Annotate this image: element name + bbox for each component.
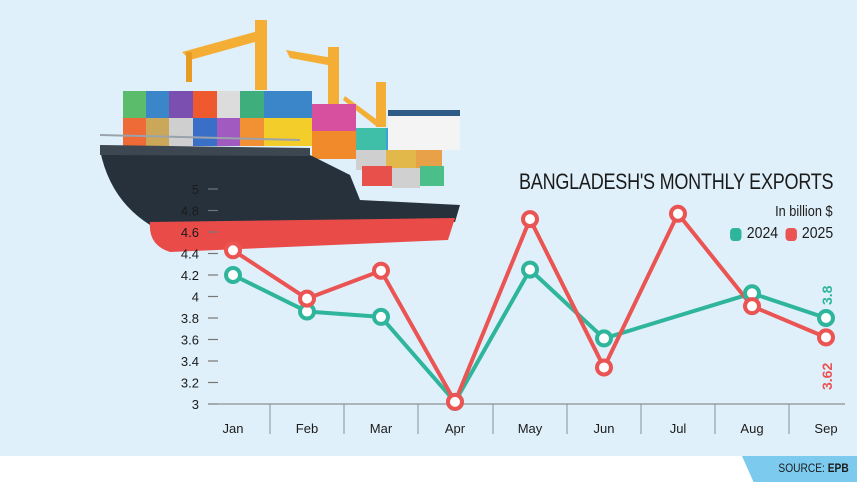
- series-lines: [224, 204, 835, 411]
- x-tick-label: Aug: [740, 421, 763, 436]
- legend-swatch-2025: [784, 227, 797, 241]
- data-point-2025: [298, 289, 316, 308]
- y-tick-label: 3.6: [181, 333, 199, 348]
- y-tick-label: 4: [192, 290, 199, 305]
- legend-item-2025: 2025: [784, 225, 833, 243]
- data-point-2025: [595, 358, 613, 377]
- source-text: SOURCE: EPB: [779, 461, 849, 475]
- data-point-2024: [521, 260, 539, 279]
- legend-swatch-2024: [729, 227, 742, 241]
- x-tick-label: Jun: [594, 421, 615, 436]
- y-tick-label: 3.8: [181, 311, 199, 326]
- cargo-ship-illustration: [99, 20, 460, 252]
- chart-title: BANGLADESH'S MONTHLY EXPORTS: [518, 169, 834, 194]
- x-tick-label: Jan: [223, 421, 244, 436]
- data-point-2025: [521, 210, 539, 229]
- y-tick-label: 4.2: [181, 268, 199, 283]
- data-point-2025: [743, 297, 761, 316]
- x-axis: Jan Feb Mar Apr May Jun Jul Aug Sep: [208, 403, 845, 436]
- x-tick-label: May: [518, 421, 543, 436]
- annotation-2024-sep: 3.8: [819, 285, 835, 305]
- annotation-2025-sep: 3.62: [819, 363, 835, 390]
- y-axis: 3 3.2 3.4 3.6 3.8 4 4.2 4.4 4.6 4.8 5: [181, 182, 218, 412]
- data-point-2025: [372, 261, 390, 280]
- legend-label-2025: 2025: [801, 225, 833, 242]
- series-line-2024: [232, 267, 827, 404]
- data-point-2025: [224, 241, 242, 260]
- y-tick-label: 4.6: [181, 225, 199, 240]
- data-point-2025: [817, 328, 835, 347]
- source-prefix: SOURCE:: [778, 461, 826, 475]
- data-point-2024: [372, 307, 390, 326]
- y-tick-label: 4.4: [181, 247, 199, 262]
- y-tick-label: 3.2: [181, 376, 199, 391]
- data-point-2024: [817, 309, 835, 327]
- y-tick-label: 3: [192, 397, 199, 412]
- data-point-2025: [669, 204, 687, 223]
- x-tick-label: Apr: [445, 421, 466, 436]
- x-tick-label: Jul: [670, 421, 687, 436]
- x-tick-label: Feb: [296, 421, 318, 436]
- legend: 2024 2025: [729, 225, 833, 243]
- legend-label-2024: 2024: [746, 225, 778, 242]
- y-tick-label: 5: [192, 182, 199, 197]
- chart-unit-label: In billion $: [775, 203, 833, 220]
- y-tick-label: 3.4: [181, 354, 199, 369]
- x-tick-label: Mar: [370, 421, 393, 436]
- source-name: EPB: [828, 461, 849, 475]
- data-point-2025: [446, 392, 464, 411]
- legend-item-2024: 2024: [729, 225, 778, 243]
- source-badge: SOURCE: EPB: [742, 456, 857, 482]
- y-tick-label: 4.8: [181, 204, 199, 219]
- x-tick-label: Sep: [814, 421, 837, 436]
- data-point-2024: [224, 266, 242, 284]
- data-point-2024: [595, 329, 613, 348]
